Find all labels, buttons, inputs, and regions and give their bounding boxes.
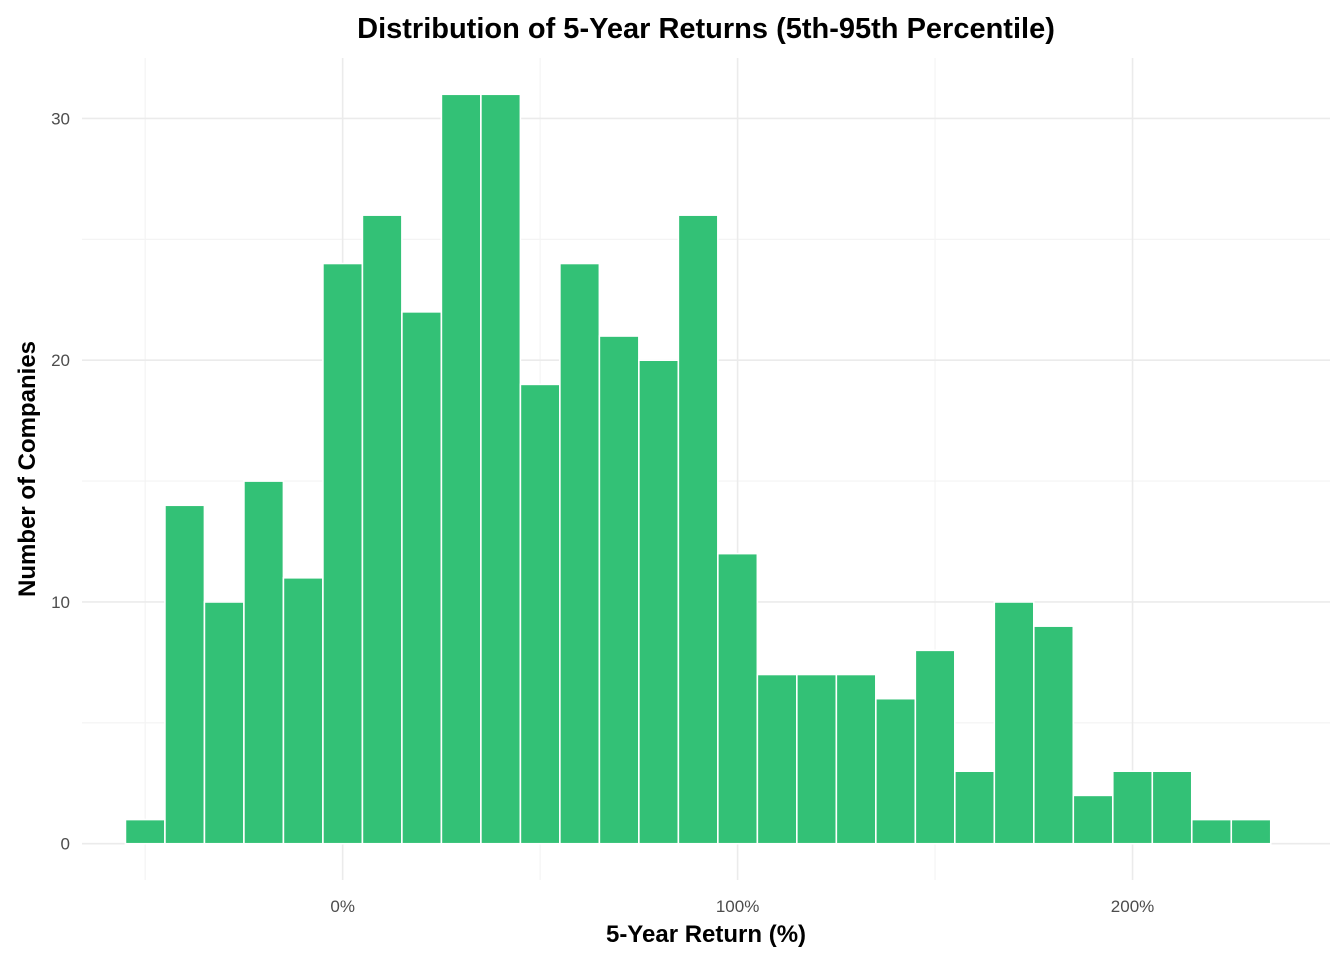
histogram-bar [835, 673, 877, 845]
y-axis-title: Number of Companies [14, 341, 41, 597]
histogram-bar [993, 601, 1035, 845]
histogram-bar [1111, 770, 1154, 845]
histogram-bar [1032, 625, 1075, 845]
histogram-bar [1230, 818, 1272, 845]
histogram-bar [480, 93, 522, 845]
histogram-bar [1190, 818, 1233, 845]
histogram-bar [124, 818, 166, 845]
y-tick-label: 30 [51, 109, 70, 128]
x-tick-label: 100% [716, 897, 759, 916]
histogram-bar [519, 383, 561, 845]
histogram-bar [1151, 770, 1193, 845]
histogram-bar [164, 504, 206, 845]
histogram-bar [717, 552, 759, 845]
histogram-bar [322, 262, 364, 845]
histogram-bar [875, 697, 917, 845]
histogram-bar [598, 335, 640, 845]
histogram-bar [796, 673, 838, 845]
x-tick-label: 200% [1111, 897, 1154, 916]
y-tick-label: 20 [51, 351, 70, 370]
bars-layer [124, 93, 1272, 845]
x-axis-title: 5-Year Return (%) [606, 921, 806, 948]
y-tick-label: 10 [51, 593, 70, 612]
histogram-bar [401, 311, 443, 845]
histogram-bar [756, 673, 798, 845]
histogram-bar [203, 601, 245, 845]
histogram-bar [243, 480, 285, 845]
histogram-bar [638, 359, 680, 845]
y-tick-label: 0 [61, 835, 70, 854]
histogram-bar [361, 214, 403, 845]
chart-title: Distribution of 5-Year Returns (5th-95th… [357, 13, 1055, 45]
histogram-bar [677, 214, 719, 845]
histogram-bar [1072, 794, 1114, 845]
histogram-bar [954, 770, 996, 845]
histogram-bar [914, 649, 956, 845]
ticks-layer: 0% 100% 200% 0 10 20 30 [51, 109, 1154, 916]
histogram-bar [440, 93, 482, 845]
histogram-bar [282, 576, 324, 845]
x-tick-label: 0% [330, 897, 355, 916]
histogram-bar [559, 262, 601, 845]
